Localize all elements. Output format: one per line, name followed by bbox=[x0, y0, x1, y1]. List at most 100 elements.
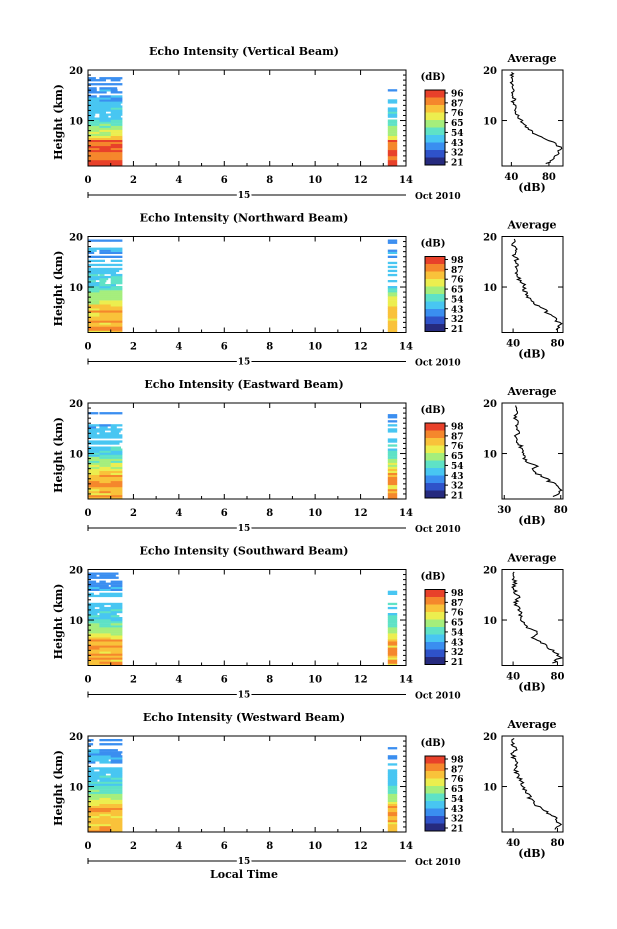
heatmap-cell bbox=[110, 659, 123, 662]
heatmap-cell bbox=[99, 149, 112, 153]
colorbar-swatch bbox=[425, 464, 445, 467]
colorbar-swatch bbox=[425, 593, 445, 596]
heatmap-cell bbox=[110, 811, 123, 815]
heatmap-cell bbox=[88, 639, 100, 642]
heatmap-cell bbox=[387, 655, 398, 658]
heatmap-cell bbox=[88, 815, 100, 819]
heatmap-cell bbox=[387, 251, 398, 254]
colorbar-swatch bbox=[425, 623, 445, 626]
colorbar-swatch bbox=[425, 806, 445, 809]
heatmap-cell bbox=[387, 328, 398, 331]
heatmap-cell bbox=[99, 613, 112, 616]
heatmap-cell bbox=[99, 815, 112, 819]
heatmap-cell bbox=[99, 277, 109, 281]
heatmap-cell bbox=[99, 627, 112, 630]
heatmap-cell bbox=[387, 147, 398, 151]
colorbar-swatch bbox=[425, 827, 445, 830]
heatmap-cell bbox=[99, 830, 112, 832]
heatmap-cell bbox=[88, 759, 100, 762]
heatmap-cell bbox=[99, 302, 112, 305]
heatmap-cell bbox=[387, 649, 398, 652]
heatmap-cell bbox=[110, 478, 123, 482]
colorbar-swatch bbox=[425, 95, 445, 98]
heatmap-cell bbox=[99, 753, 112, 756]
heatmap-cell bbox=[99, 316, 112, 319]
heatmap-cell bbox=[387, 280, 398, 283]
x-tick-label: 0 bbox=[85, 342, 92, 353]
heatmap-cell bbox=[110, 424, 123, 427]
heatmap-cell bbox=[88, 454, 100, 457]
heatmap-cell bbox=[99, 284, 112, 287]
heatmap-cell bbox=[387, 497, 398, 499]
heatmap-cell bbox=[387, 657, 398, 660]
heatmap-cell bbox=[88, 273, 99, 277]
colorbar-swatch bbox=[425, 632, 445, 635]
heatmap-cell bbox=[88, 292, 100, 295]
heatmap-cell bbox=[110, 426, 117, 429]
heatmap-cell bbox=[99, 767, 112, 770]
heatmap-cell bbox=[99, 759, 109, 762]
heatmap-cell bbox=[110, 155, 123, 159]
heatmap-cell bbox=[88, 99, 100, 102]
colorbar-swatch bbox=[425, 627, 445, 630]
heatmap-cell bbox=[88, 111, 100, 114]
heatmap-cell bbox=[387, 823, 398, 827]
heatmap-cell bbox=[88, 476, 100, 480]
colorbar-frame bbox=[424, 256, 446, 332]
heatmap-cell bbox=[99, 497, 112, 499]
heatmap-cell bbox=[110, 574, 116, 577]
heatmap-cell bbox=[99, 318, 112, 321]
profile-x-label: (dB) bbox=[518, 514, 545, 527]
heatmap-cell bbox=[88, 320, 100, 323]
colorbar-tick-label: 76 bbox=[451, 609, 464, 619]
colorbar-swatch bbox=[425, 761, 445, 764]
heatmap-cell bbox=[88, 582, 100, 585]
colorbar-swatch bbox=[425, 129, 445, 132]
colorbar-tick-label: 65 bbox=[451, 119, 464, 129]
colorbar-swatch bbox=[425, 819, 445, 823]
heatmap-cell bbox=[88, 637, 100, 640]
y-tick-label: 20 bbox=[69, 399, 83, 410]
heatmap-cell bbox=[99, 271, 112, 275]
heatmap-cell bbox=[88, 135, 100, 138]
panel-title: Echo Intensity (Vertical Beam) bbox=[149, 45, 339, 58]
heatmap-cell bbox=[99, 484, 112, 488]
heatmap-cell bbox=[387, 290, 398, 293]
heatmap-cell bbox=[88, 145, 100, 149]
heatmap-cell bbox=[110, 627, 123, 630]
x-tick-label: 8 bbox=[266, 342, 273, 353]
heatmap-cell bbox=[88, 249, 97, 252]
heatmap-cell bbox=[99, 424, 112, 427]
heatmap-cell bbox=[387, 828, 398, 831]
heatmap-cell bbox=[88, 129, 100, 132]
heatmap-cells bbox=[88, 572, 398, 666]
heatmap-cell bbox=[88, 811, 100, 815]
heatmap-cell bbox=[88, 613, 98, 616]
heatmap-cell bbox=[88, 631, 100, 634]
heatmap-cell bbox=[99, 594, 112, 598]
heatmap-cell bbox=[99, 164, 112, 166]
heatmap-cell bbox=[99, 155, 112, 159]
heatmap-cell bbox=[99, 282, 106, 285]
heatmap-cell bbox=[387, 159, 398, 163]
heatmap-cell bbox=[99, 781, 112, 784]
heatmap-cell bbox=[88, 617, 100, 620]
colorbar-swatch bbox=[425, 451, 445, 454]
heatmap-cell bbox=[110, 655, 123, 658]
x-tick-label: 6 bbox=[221, 508, 228, 519]
colorbar-swatch bbox=[425, 808, 445, 811]
colorbar-swatch bbox=[425, 286, 445, 289]
x-tick-label: 14 bbox=[399, 342, 413, 353]
heatmap-cell bbox=[99, 450, 112, 453]
heatmap-cell bbox=[99, 755, 112, 758]
heatmap-cell bbox=[88, 625, 100, 628]
y-tick-label: 10 bbox=[69, 783, 83, 794]
heatmap-cell bbox=[88, 91, 100, 94]
heatmap-cell bbox=[99, 580, 106, 583]
heatmap-cell bbox=[387, 783, 398, 786]
colorbar-swatch bbox=[425, 615, 445, 619]
heatmap-cell bbox=[88, 819, 100, 823]
heatmap-cell bbox=[387, 145, 398, 149]
heatmap-cell bbox=[110, 582, 123, 585]
heatmap-cell bbox=[387, 135, 398, 138]
